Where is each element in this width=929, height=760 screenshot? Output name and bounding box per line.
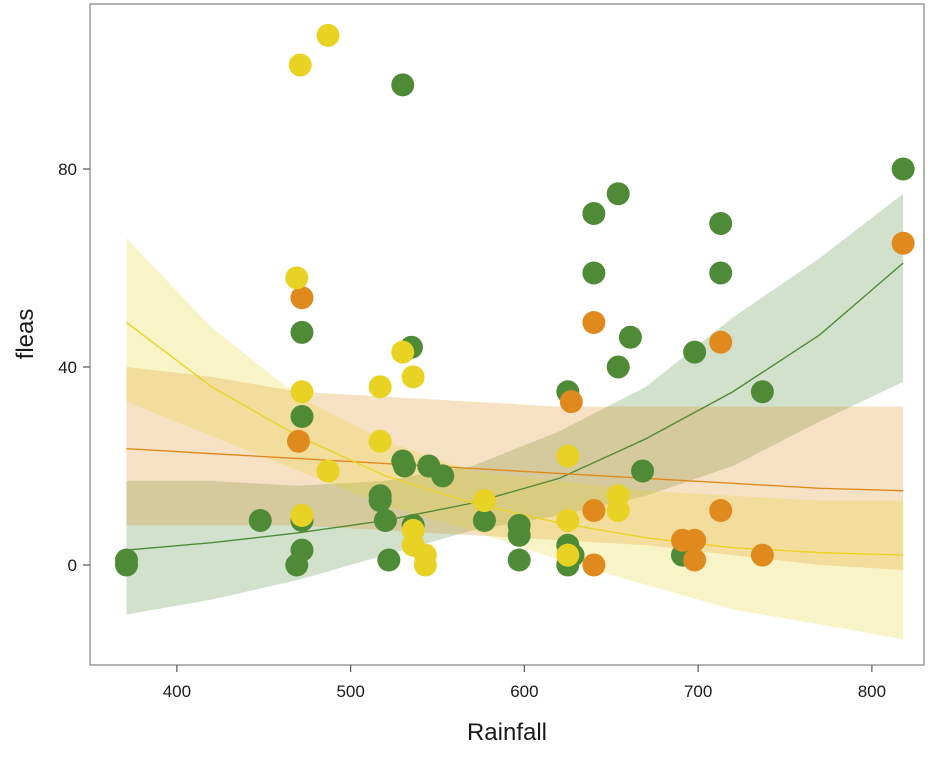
point-s3-9 [391, 340, 415, 364]
point-s1-36 [709, 211, 733, 235]
point-s2-3 [559, 390, 583, 414]
point-s1-30 [606, 182, 630, 206]
point-s1-39 [891, 157, 915, 181]
data-points [114, 23, 915, 577]
point-s3-10 [401, 365, 425, 389]
confidence-band-3 [126, 238, 904, 640]
point-s1-9 [377, 548, 401, 572]
point-s1-28 [582, 202, 606, 226]
y-tick-label: 80 [58, 160, 77, 179]
x-tick-label: 500 [336, 682, 364, 701]
point-s1-20 [472, 508, 496, 532]
confidence-band-2 [126, 367, 904, 570]
point-s3-4 [290, 380, 314, 404]
fit-line-1 [126, 262, 904, 551]
point-s1-12 [368, 489, 392, 513]
point-s1-3 [248, 508, 272, 532]
y-axis: 0 40 80 [58, 160, 90, 575]
y-tick-label: 40 [58, 358, 77, 377]
point-s2-8 [683, 528, 707, 552]
x-tick-label: 800 [858, 682, 886, 701]
confidence-bands [126, 193, 904, 640]
point-s1-2 [114, 553, 138, 577]
point-s3-3 [285, 266, 309, 290]
point-s1-22 [507, 523, 531, 547]
point-s3-1 [288, 53, 312, 77]
point-s3-8 [368, 429, 392, 453]
point-s1-35 [683, 340, 707, 364]
confidence-band-1 [126, 193, 904, 615]
x-tick-label: 600 [510, 682, 538, 701]
fit-line-3 [126, 321, 904, 556]
point-s2-10 [709, 330, 733, 354]
x-axis: 400 500 600 700 800 [163, 665, 886, 701]
x-tick-label: 700 [684, 682, 712, 701]
y-tick-label: 0 [68, 556, 77, 575]
point-s3-2 [316, 23, 340, 47]
point-s2-13 [891, 231, 915, 255]
point-s1-19 [431, 464, 455, 488]
point-s1-8 [290, 320, 314, 344]
point-s3-5 [290, 504, 314, 527]
x-axis-title: Rainfall [467, 719, 547, 746]
point-s2-1 [287, 429, 310, 453]
point-s2-9 [683, 548, 707, 572]
point-s1-32 [618, 325, 642, 349]
point-s2-11 [709, 499, 733, 523]
point-s1-31 [606, 355, 630, 379]
point-s3-18 [556, 543, 580, 567]
point-s3-16 [556, 444, 580, 468]
x-tick-label: 400 [163, 682, 191, 701]
point-s1-29 [582, 261, 606, 285]
point-s2-5 [582, 310, 606, 334]
point-s1-33 [631, 459, 655, 483]
point-s1-38 [750, 380, 774, 404]
point-s1-13 [391, 73, 415, 97]
point-s1-23 [507, 548, 531, 572]
plot-panel [89, 3, 925, 666]
point-s1-10 [373, 508, 397, 532]
point-s2-4 [582, 499, 606, 523]
point-s1-15 [392, 454, 416, 478]
y-axis-title: fleas [12, 309, 39, 360]
point-s3-14 [413, 553, 437, 577]
fit-lines [126, 262, 904, 556]
point-s2-2 [290, 286, 314, 310]
point-s3-7 [368, 375, 392, 399]
point-s3-20 [606, 499, 630, 523]
point-s2-12 [750, 543, 774, 567]
point-s1-5 [290, 538, 314, 562]
point-s3-6 [316, 459, 340, 483]
point-s1-37 [709, 261, 733, 285]
point-s2-6 [582, 553, 606, 577]
point-s3-15 [472, 489, 496, 513]
point-s1-7 [290, 405, 314, 428]
point-s3-17 [556, 508, 580, 532]
fit-line-2 [126, 447, 904, 492]
